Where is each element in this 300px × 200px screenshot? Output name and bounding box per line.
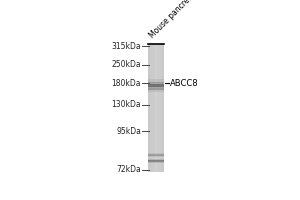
Bar [148, 44, 164, 172]
Bar [148, 153, 164, 154]
Text: 130kDa: 130kDa [111, 100, 141, 109]
Bar [148, 88, 164, 92]
Text: 250kDa: 250kDa [111, 60, 141, 69]
Bar [148, 160, 164, 162]
Bar [148, 155, 164, 157]
Bar [148, 162, 164, 163]
Bar [148, 84, 164, 87]
Text: Mouse pancreas: Mouse pancreas [148, 0, 199, 40]
Text: 72kDa: 72kDa [116, 165, 141, 174]
Text: 180kDa: 180kDa [112, 79, 141, 88]
Bar [148, 154, 164, 156]
Text: ABCC8: ABCC8 [170, 79, 199, 88]
Bar [148, 159, 164, 161]
Text: 95kDa: 95kDa [116, 127, 141, 136]
Bar [148, 82, 164, 85]
Bar [148, 79, 164, 83]
Text: 315kDa: 315kDa [111, 42, 141, 51]
Bar [148, 86, 164, 90]
